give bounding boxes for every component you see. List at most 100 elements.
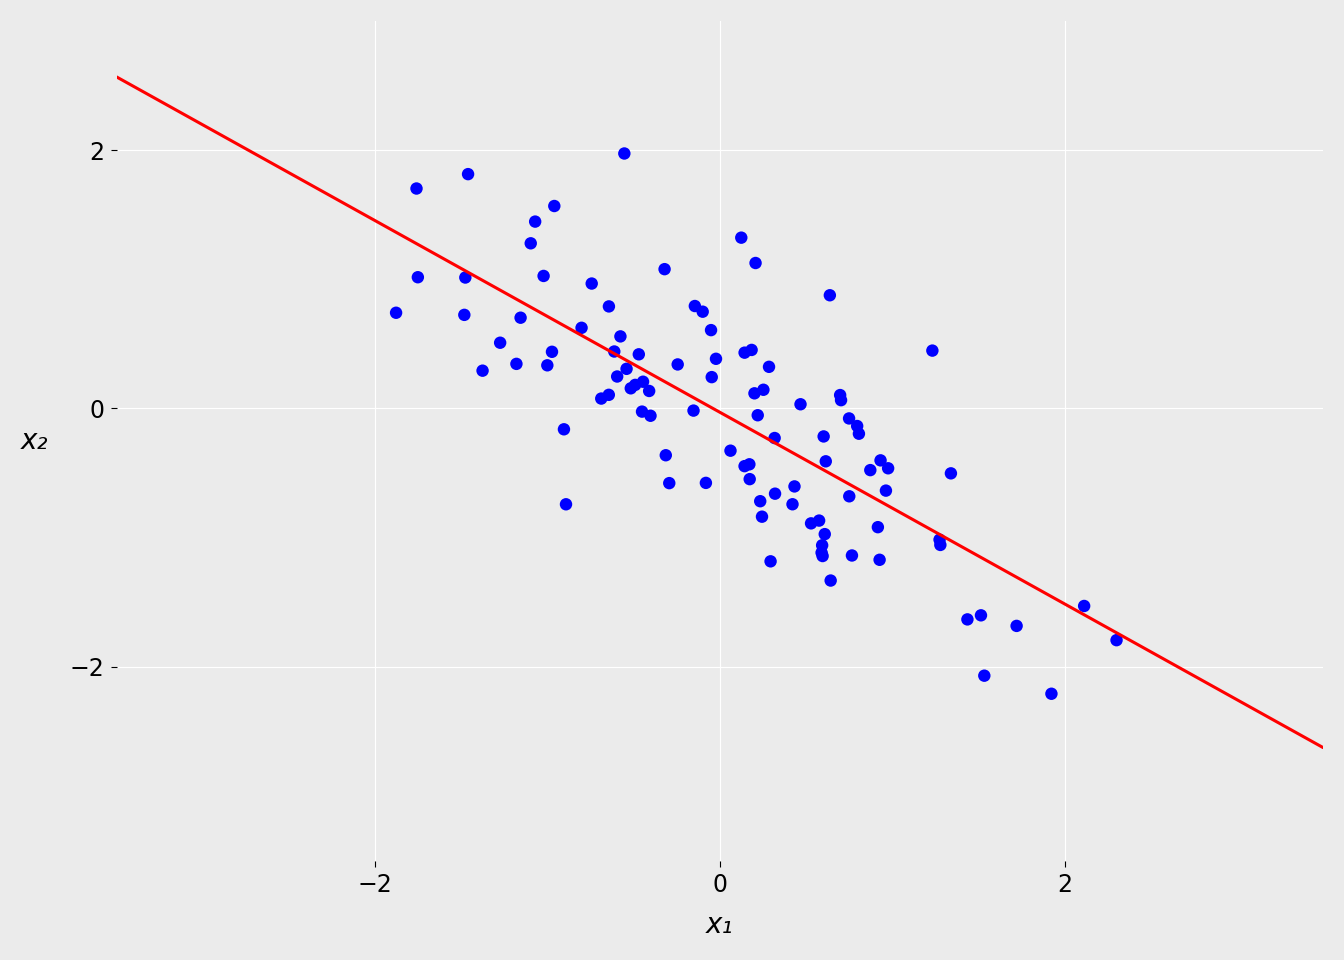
Point (614, 146, 636, 161)
Point (814, 454, 836, 469)
Point (739, 457, 761, 472)
Point (734, 345, 755, 360)
Point (659, 475, 680, 491)
Point (632, 404, 653, 420)
Point (638, 383, 660, 398)
Point (808, 513, 829, 528)
Point (683, 403, 704, 419)
Point (386, 305, 407, 321)
Point (868, 552, 890, 567)
Point (867, 519, 888, 535)
Point (1106, 633, 1128, 648)
Point (653, 261, 675, 276)
Point (745, 255, 766, 271)
Point (684, 299, 706, 314)
Point (603, 344, 625, 359)
Point (941, 466, 962, 481)
Point (505, 356, 527, 372)
Point (407, 270, 429, 285)
Point (922, 343, 943, 358)
Point (453, 307, 474, 323)
Point (454, 270, 476, 285)
Point (930, 538, 952, 553)
Point (790, 396, 812, 412)
Point (784, 479, 805, 494)
Point (1040, 686, 1062, 702)
Point (616, 361, 637, 376)
Point (532, 268, 554, 283)
Point (929, 532, 950, 547)
Point (524, 214, 546, 229)
Point (734, 459, 755, 474)
Point (973, 668, 995, 684)
Point (509, 310, 531, 325)
Point (700, 323, 722, 338)
Point (692, 304, 714, 320)
Point (829, 388, 851, 403)
Point (818, 288, 840, 303)
Point (860, 463, 882, 478)
Point (753, 382, 774, 397)
Point (706, 351, 727, 367)
Point (765, 486, 786, 501)
Point (606, 369, 628, 384)
Point (457, 166, 478, 181)
Point (581, 276, 602, 291)
Point (555, 496, 577, 512)
Point (970, 608, 992, 623)
Point (743, 386, 765, 401)
Point (489, 335, 511, 350)
Point (814, 526, 836, 541)
Point (536, 358, 558, 373)
Point (812, 548, 833, 564)
Point (590, 391, 612, 406)
Point (655, 447, 676, 463)
Point (763, 430, 785, 445)
X-axis label: x₁: x₁ (706, 911, 734, 939)
Point (620, 380, 641, 396)
Point (731, 230, 753, 246)
Point (695, 475, 716, 491)
Point (741, 343, 762, 358)
Point (640, 408, 661, 423)
Point (720, 443, 742, 458)
Point (810, 545, 832, 561)
Point (542, 344, 563, 359)
Point (632, 374, 653, 390)
Point (571, 320, 593, 335)
Point (610, 328, 632, 344)
Point (1005, 618, 1027, 634)
Point (520, 235, 542, 251)
Point (848, 426, 870, 442)
Point (628, 347, 649, 362)
Point (847, 419, 868, 434)
Point (472, 363, 493, 378)
Point (875, 483, 896, 498)
Point (841, 548, 863, 564)
Point (739, 471, 761, 487)
Point (812, 538, 833, 553)
Point (747, 408, 769, 423)
Point (598, 299, 620, 314)
Point (870, 453, 891, 468)
Point (839, 489, 860, 504)
Y-axis label: x₂: x₂ (22, 427, 48, 455)
Point (625, 377, 646, 393)
Point (820, 573, 841, 588)
Point (554, 421, 575, 437)
Point (598, 387, 620, 402)
Point (831, 393, 852, 408)
Point (1074, 598, 1095, 613)
Point (758, 359, 780, 374)
Point (759, 554, 781, 569)
Point (751, 509, 773, 524)
Point (839, 411, 860, 426)
Point (667, 357, 688, 372)
Point (800, 516, 821, 531)
Point (782, 496, 804, 512)
Point (406, 180, 427, 196)
Point (957, 612, 978, 627)
Point (750, 493, 771, 509)
Point (878, 461, 899, 476)
Point (702, 370, 723, 385)
